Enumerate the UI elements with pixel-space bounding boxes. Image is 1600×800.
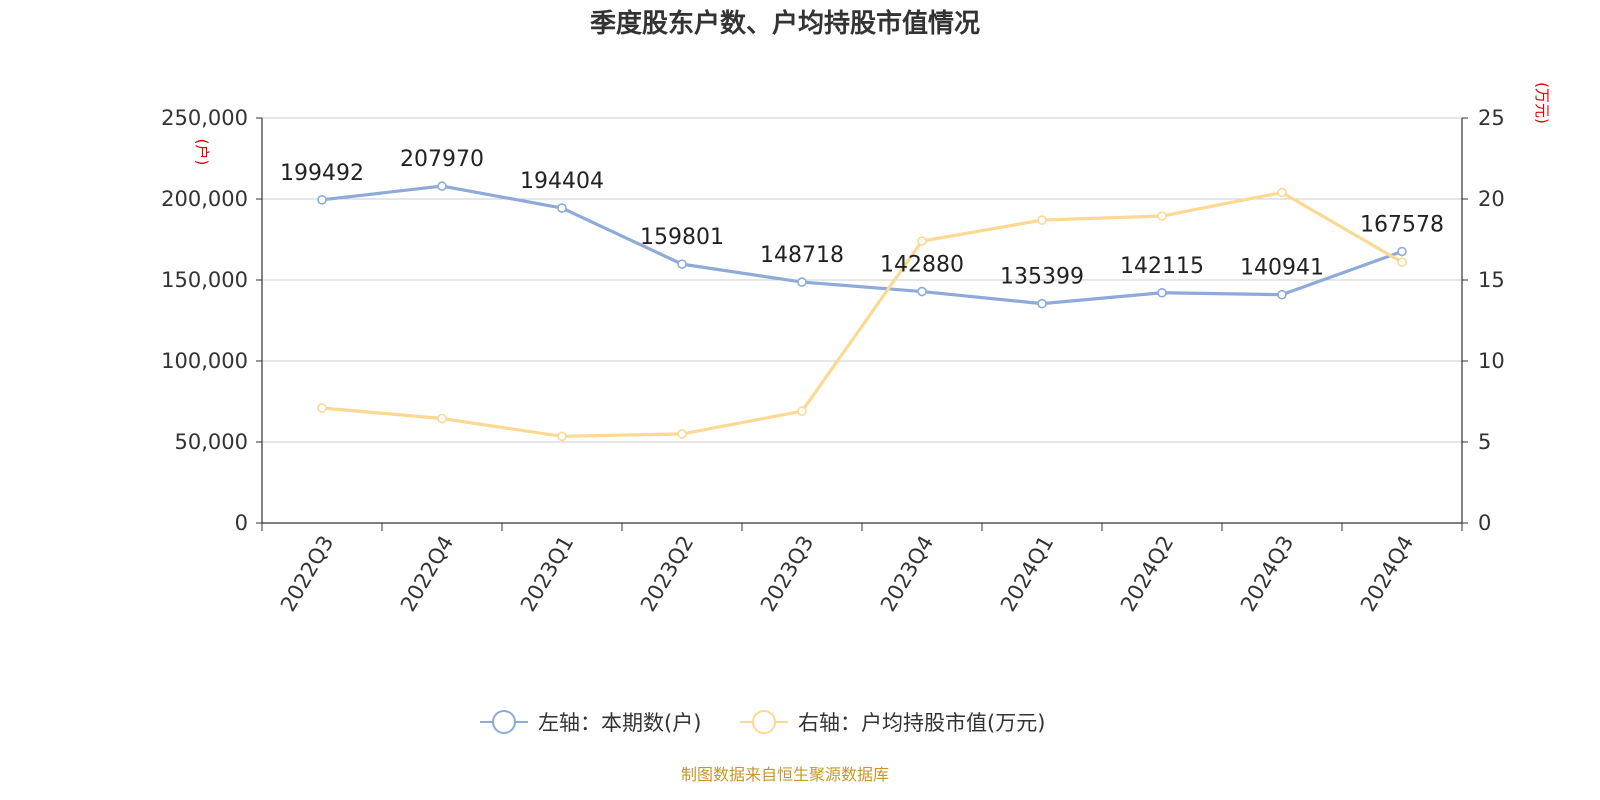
data-label-holders: 148718 (760, 243, 844, 268)
data-label-holders: 194404 (520, 169, 604, 194)
legend-item-avg-value[interactable]: 右轴：户均持股市值(万元) (740, 710, 1045, 735)
left-axis-tick-label: 150,000 (161, 268, 248, 292)
right-axis-tick-label: 25 (1478, 106, 1505, 130)
left-axis-tick-label: 200,000 (161, 187, 248, 211)
x-axis-tick-label: 2022Q4 (396, 532, 458, 616)
legend-item-holders[interactable]: 左轴：本期数(户) (480, 710, 701, 735)
data-label-holders: 142880 (880, 253, 964, 278)
point-avg-value (797, 406, 807, 417)
point-holders (1157, 287, 1167, 298)
left-axis-tick-label: 50,000 (175, 430, 248, 454)
point-holders (917, 286, 927, 297)
point-avg-value (1037, 215, 1047, 225)
point-avg-value (677, 429, 687, 439)
point-avg-value (557, 431, 567, 442)
point-avg-value (917, 236, 927, 246)
data-labels: 199492 207970 194404 159801 148718 142880 1353… (280, 147, 1444, 290)
point-holders (677, 259, 687, 269)
point-holders (1037, 298, 1047, 309)
left-axis-tick-label: 100,000 (161, 349, 248, 373)
right-axis-unit: (万元) (1533, 82, 1551, 124)
point-avg-value (437, 413, 447, 424)
point-avg-value (1277, 187, 1287, 198)
x-axis-tick-label: 2024Q3 (1236, 532, 1298, 616)
left-axis-unit: (户) (193, 139, 211, 166)
left-axis-tick-label: 0 (235, 511, 248, 535)
data-label-holders: 167578 (1360, 213, 1444, 238)
right-axis-tick-label: 5 (1478, 430, 1491, 454)
legend-label: 右轴：户均持股市值(万元) (798, 711, 1045, 735)
data-label-holders: 135399 (1000, 265, 1084, 290)
x-axis-tick-label: 2024Q1 (996, 532, 1058, 616)
right-axis-tick-label: 20 (1478, 187, 1505, 211)
point-avg-value (317, 403, 327, 413)
x-axis-tick-label: 2022Q3 (276, 532, 338, 616)
point-holders (1397, 246, 1407, 257)
right-axis-tick-label: 0 (1478, 511, 1491, 535)
legend-marker-icon (492, 710, 516, 734)
x-axis-tick-label: 2024Q2 (1116, 532, 1178, 616)
legend[interactable]: 左轴：本期数(户) 右轴：户均持股市值(万元) (480, 710, 1045, 735)
right-axis-tick-label: 15 (1478, 268, 1505, 292)
data-label-holders: 207970 (400, 147, 484, 172)
chart-title: 季度股东户数、户均持股市值情况 (590, 8, 980, 39)
point-holders (317, 195, 327, 205)
point-holders (437, 181, 447, 191)
point-holders (1277, 289, 1287, 300)
series-line-avg-value (321, 190, 1403, 438)
left-axis-tick-label: 250,000 (161, 106, 248, 130)
x-axis-tick-label: 2023Q2 (636, 532, 698, 616)
point-holders (797, 277, 807, 287)
data-label-holders: 140941 (1240, 256, 1324, 281)
x-axis-tick-label: 2023Q3 (756, 532, 818, 616)
point-avg-value (1397, 257, 1407, 267)
x-axis-tick-label: 2024Q4 (1356, 532, 1418, 616)
legend-marker-icon (752, 710, 776, 734)
point-avg-value (1157, 211, 1167, 221)
source-note: 制图数据来自恒生聚源数据库 (681, 765, 889, 784)
data-label-holders: 159801 (640, 225, 724, 250)
series-line-holders (321, 184, 1403, 306)
x-axis-tick-label: 2023Q1 (516, 532, 578, 616)
data-label-holders: 199492 (280, 161, 364, 186)
x-axis-tick-label: 2023Q4 (876, 532, 938, 616)
data-label-holders: 142115 (1120, 254, 1204, 279)
grid-lines (262, 117, 1462, 443)
point-holders (557, 203, 567, 213)
right-axis-tick-label: 10 (1478, 349, 1505, 373)
series-layer (317, 181, 1407, 442)
legend-label: 左轴：本期数(户) (538, 711, 701, 735)
